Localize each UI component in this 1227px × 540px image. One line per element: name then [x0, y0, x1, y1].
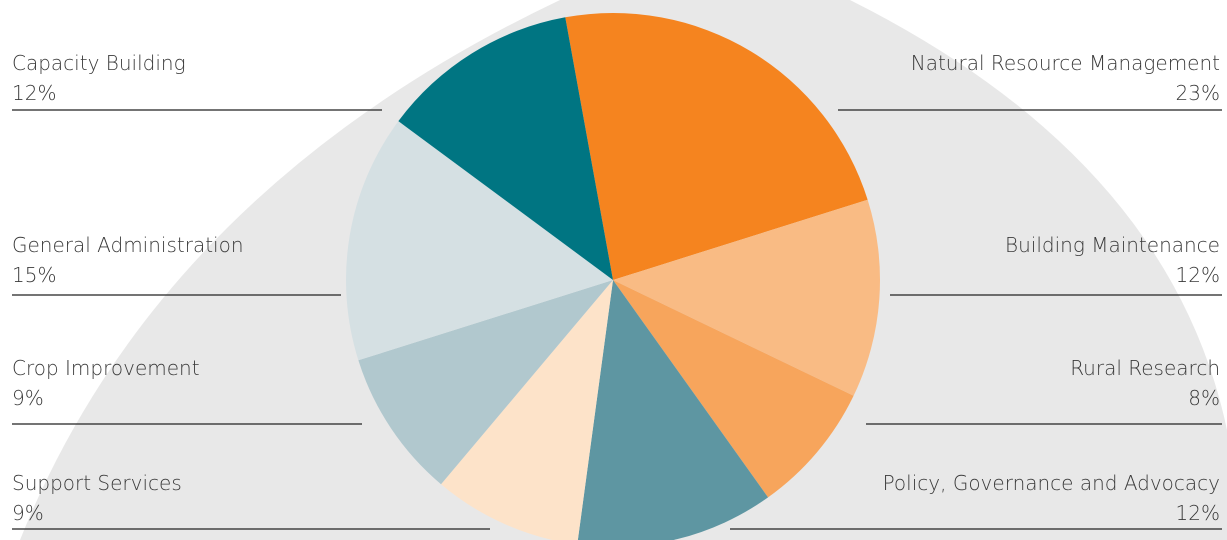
pie-slice	[565, 12, 868, 280]
pie-slice	[346, 121, 613, 361]
slice-label: Support Services	[12, 471, 182, 495]
slice-label: Capacity Building	[12, 51, 186, 75]
slice-value-label: 23%	[1176, 81, 1220, 105]
pie-slice	[398, 17, 613, 280]
slice-label: Building Maintenance	[1005, 233, 1220, 257]
slice-label: Rural Research	[1070, 356, 1220, 380]
pie-slice	[613, 280, 854, 498]
slice-label: Natural Resource Management	[911, 51, 1220, 75]
slice-value-label: 12%	[1176, 263, 1220, 287]
slice-value-label: 9%	[12, 501, 44, 525]
slice-value-label: 15%	[12, 263, 56, 287]
slice-value-label: 9%	[12, 386, 44, 410]
slice-label: Policy, Governance and Advocacy	[883, 471, 1220, 495]
slice-label: General Administration	[12, 233, 244, 257]
pie-slice	[441, 280, 613, 540]
slice-value-label: 12%	[1176, 501, 1220, 525]
pie-slice	[358, 280, 613, 485]
slice-value-label: 8%	[1188, 386, 1220, 410]
pie-slice	[577, 280, 769, 540]
pie-slice	[613, 199, 881, 396]
slice-value-label: 12%	[12, 81, 56, 105]
slice-label: Crop Improvement	[12, 356, 200, 380]
